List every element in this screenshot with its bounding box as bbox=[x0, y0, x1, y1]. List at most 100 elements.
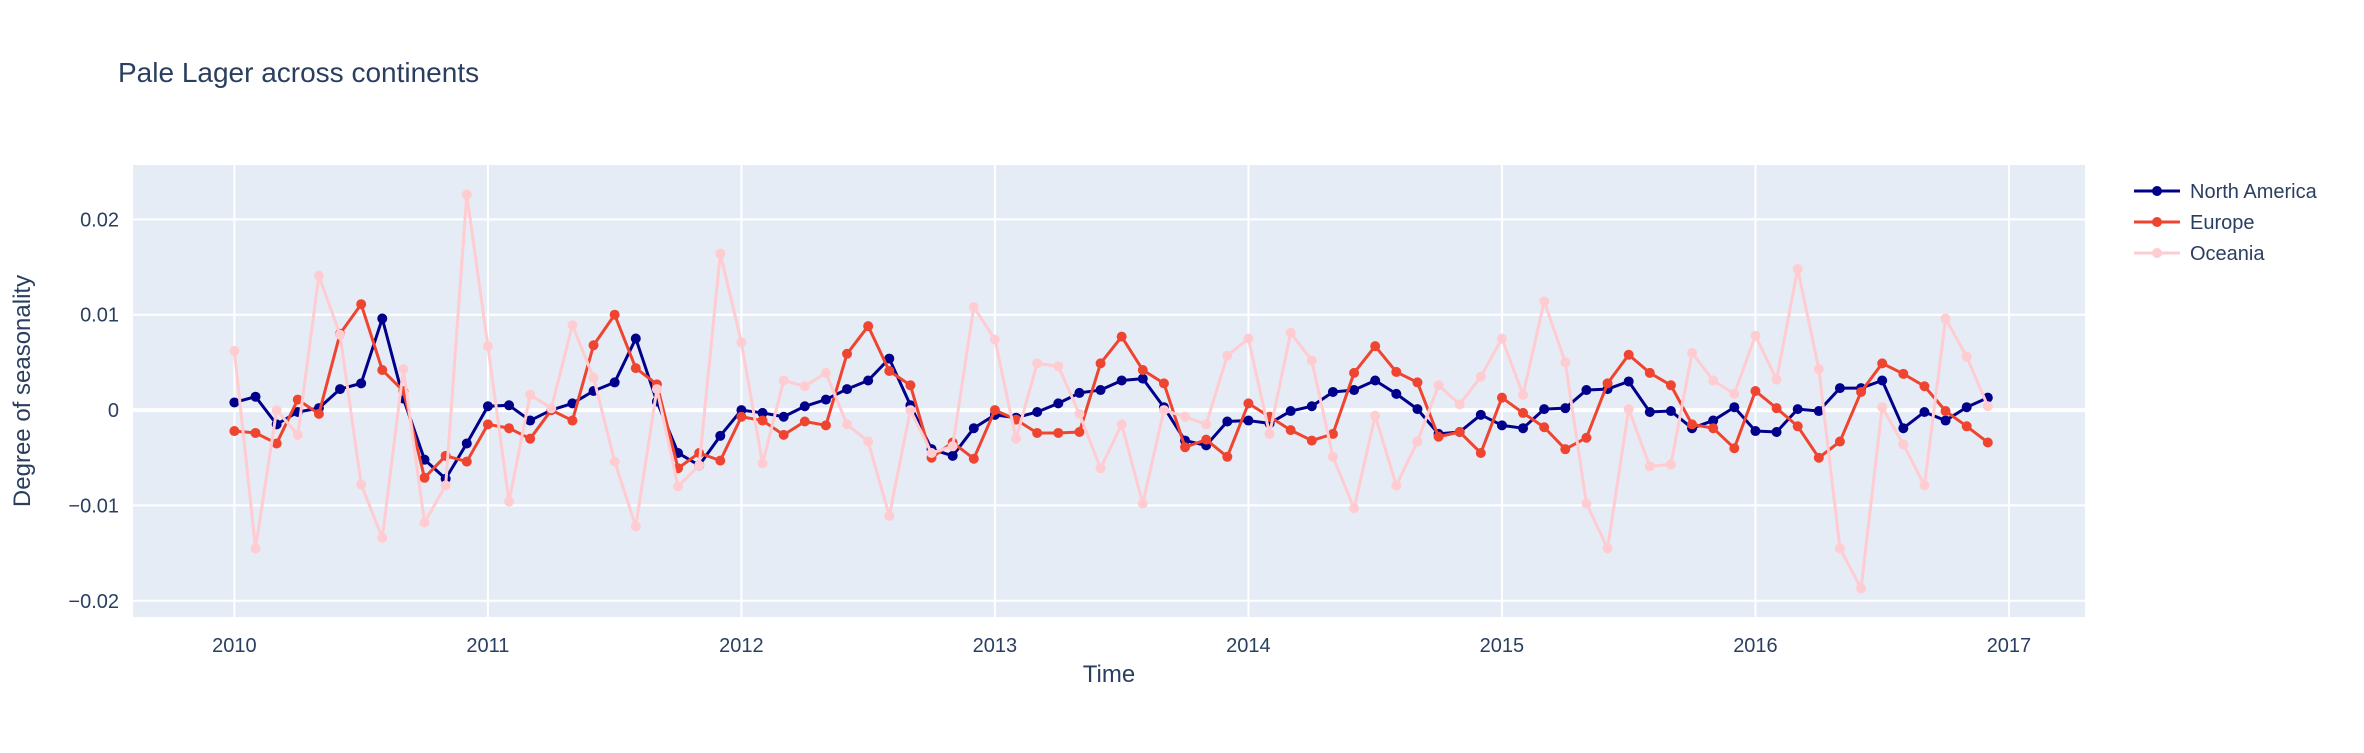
data-point[interactable] bbox=[482, 401, 493, 412]
data-point[interactable] bbox=[1687, 347, 1698, 358]
data-point[interactable] bbox=[1454, 427, 1465, 437]
data-point[interactable] bbox=[1137, 498, 1148, 509]
data-point[interactable] bbox=[292, 394, 303, 405]
data-point[interactable] bbox=[525, 433, 536, 444]
data-point[interactable] bbox=[1644, 406, 1655, 417]
data-point[interactable] bbox=[250, 427, 261, 438]
data-point[interactable] bbox=[271, 405, 282, 416]
data-point[interactable] bbox=[1877, 358, 1888, 369]
data-point[interactable] bbox=[1370, 375, 1381, 386]
data-point[interactable] bbox=[1412, 404, 1423, 415]
data-point[interactable] bbox=[799, 401, 810, 412]
data-point[interactable] bbox=[820, 394, 831, 405]
data-point[interactable] bbox=[1750, 386, 1761, 396]
data-point[interactable] bbox=[1602, 543, 1613, 554]
data-point[interactable] bbox=[1940, 406, 1951, 417]
data-point[interactable] bbox=[799, 381, 810, 392]
data-point[interactable] bbox=[567, 320, 578, 331]
data-point[interactable] bbox=[419, 472, 430, 483]
data-point[interactable] bbox=[292, 429, 303, 440]
data-point[interactable] bbox=[1708, 375, 1719, 386]
data-point[interactable] bbox=[1116, 331, 1127, 342]
data-point[interactable] bbox=[905, 380, 916, 391]
data-point[interactable] bbox=[1496, 392, 1507, 403]
data-point[interactable] bbox=[525, 389, 536, 400]
legend-item[interactable]: North America bbox=[2134, 181, 2318, 203]
data-point[interactable] bbox=[1496, 420, 1507, 431]
data-point[interactable] bbox=[1074, 387, 1085, 398]
data-point[interactable] bbox=[863, 375, 874, 386]
data-point[interactable] bbox=[1961, 421, 1972, 432]
data-point[interactable] bbox=[1792, 404, 1803, 415]
data-point[interactable] bbox=[1771, 427, 1782, 437]
data-point[interactable] bbox=[1095, 358, 1106, 369]
data-point[interactable] bbox=[1116, 419, 1127, 430]
data-point[interactable] bbox=[377, 365, 388, 376]
data-point[interactable] bbox=[884, 353, 895, 364]
data-point[interactable] bbox=[1644, 367, 1655, 378]
data-point[interactable] bbox=[1729, 388, 1740, 399]
data-point[interactable] bbox=[335, 384, 346, 395]
data-point[interactable] bbox=[884, 510, 895, 521]
data-point[interactable] bbox=[1560, 444, 1571, 455]
data-point[interactable] bbox=[1475, 447, 1486, 458]
data-point[interactable] bbox=[1708, 423, 1719, 434]
data-point[interactable] bbox=[313, 408, 324, 419]
data-point[interactable] bbox=[588, 372, 599, 383]
data-point[interactable] bbox=[757, 415, 768, 426]
data-point[interactable] bbox=[1665, 380, 1676, 391]
data-point[interactable] bbox=[588, 340, 599, 351]
data-point[interactable] bbox=[1877, 402, 1888, 413]
data-point[interactable] bbox=[525, 415, 536, 426]
data-point[interactable] bbox=[504, 400, 515, 411]
data-point[interactable] bbox=[1560, 403, 1571, 414]
data-point[interactable] bbox=[1708, 415, 1719, 426]
data-point[interactable] bbox=[1243, 333, 1254, 344]
data-point[interactable] bbox=[482, 341, 493, 352]
data-point[interactable] bbox=[398, 364, 409, 375]
data-point[interactable] bbox=[968, 453, 979, 464]
data-point[interactable] bbox=[461, 438, 472, 449]
data-point[interactable] bbox=[820, 367, 831, 378]
data-point[interactable] bbox=[1856, 583, 1867, 594]
data-point[interactable] bbox=[1158, 378, 1169, 389]
data-point[interactable] bbox=[356, 479, 367, 490]
data-point[interactable] bbox=[1877, 375, 1888, 386]
data-point[interactable] bbox=[947, 441, 958, 452]
data-point[interactable] bbox=[778, 411, 789, 422]
data-point[interactable] bbox=[1581, 432, 1592, 443]
data-point[interactable] bbox=[1518, 407, 1529, 418]
plot-area[interactable] bbox=[133, 165, 2085, 617]
data-point[interactable] bbox=[1349, 503, 1360, 514]
data-point[interactable] bbox=[926, 447, 937, 458]
data-point[interactable] bbox=[1982, 437, 1993, 448]
data-point[interactable] bbox=[1201, 434, 1212, 445]
data-point[interactable] bbox=[313, 270, 324, 281]
data-point[interactable] bbox=[461, 189, 472, 200]
data-point[interactable] bbox=[1243, 415, 1254, 426]
data-point[interactable] bbox=[842, 384, 853, 395]
data-point[interactable] bbox=[1792, 263, 1803, 274]
data-point[interactable] bbox=[1602, 378, 1613, 389]
data-point[interactable] bbox=[1053, 427, 1064, 438]
data-point[interactable] bbox=[609, 377, 620, 388]
data-point[interactable] bbox=[1306, 355, 1317, 366]
data-point[interactable] bbox=[1813, 406, 1824, 417]
data-point[interactable] bbox=[1053, 361, 1064, 372]
data-point[interactable] bbox=[609, 309, 620, 320]
data-point[interactable] bbox=[1391, 388, 1402, 399]
data-point[interactable] bbox=[1349, 367, 1360, 378]
data-point[interactable] bbox=[335, 329, 346, 340]
data-point[interactable] bbox=[546, 403, 557, 414]
data-point[interactable] bbox=[1180, 411, 1191, 422]
data-point[interactable] bbox=[1560, 357, 1571, 368]
data-point[interactable] bbox=[630, 333, 641, 344]
data-point[interactable] bbox=[1623, 376, 1634, 387]
data-point[interactable] bbox=[1750, 426, 1761, 437]
data-point[interactable] bbox=[1137, 365, 1148, 376]
data-point[interactable] bbox=[863, 436, 874, 447]
data-point[interactable] bbox=[1961, 351, 1972, 362]
data-point[interactable] bbox=[229, 426, 240, 437]
data-point[interactable] bbox=[651, 384, 662, 395]
data-point[interactable] bbox=[229, 345, 240, 356]
